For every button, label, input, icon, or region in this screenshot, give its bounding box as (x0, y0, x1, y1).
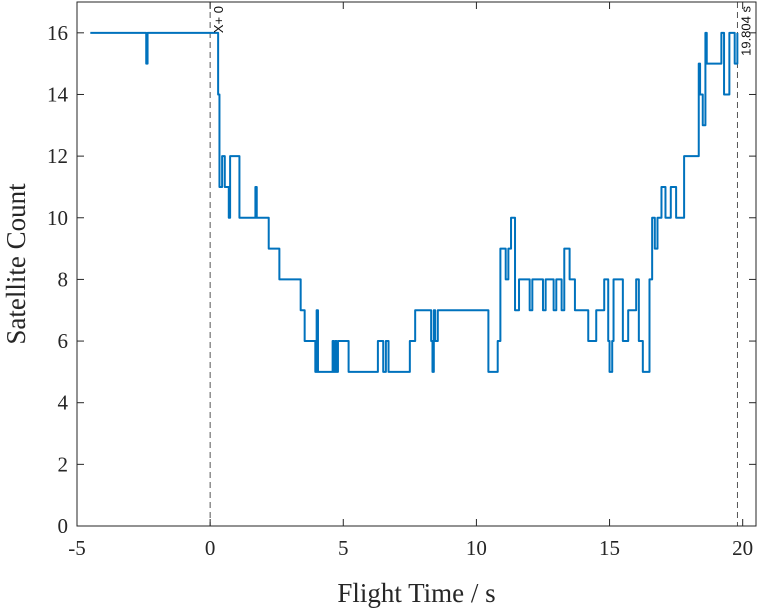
y-tick-label-5: 10 (47, 206, 68, 230)
y-axis-title: Satellite Count (1, 183, 31, 345)
annotation-label-1: 19.804 s (738, 6, 753, 56)
y-tick-label-0: 0 (58, 514, 69, 538)
annotation-label-0: X+ 0 (211, 6, 226, 33)
x-tick-label-0: -5 (68, 536, 86, 560)
plot-frame (76, 1, 757, 527)
axes-frame (76, 1, 757, 527)
x-tick-label-2: 5 (338, 536, 349, 560)
x-tick-label-5: 20 (732, 536, 753, 560)
y-tick-label-1: 2 (58, 452, 69, 476)
y-tick-label-6: 12 (47, 144, 68, 168)
series-line-0 (90, 31, 739, 373)
y-tick-label-3: 6 (58, 329, 69, 353)
x-axis-title: Flight Time / s (337, 578, 495, 608)
x-tick-label-4: 15 (599, 536, 620, 560)
y-tick-label-2: 4 (58, 391, 69, 415)
annotation-lines (209, 2, 738, 526)
y-tick-label-8: 16 (47, 21, 68, 45)
x-tick-label-3: 10 (466, 536, 487, 560)
y-tick-label-4: 8 (58, 267, 69, 291)
y-tick-label-7: 14 (47, 82, 69, 106)
plot-series (90, 31, 739, 373)
x-tick-label-1: 0 (205, 536, 216, 560)
annotation-labels: X+ 0 19.804 s (211, 6, 753, 56)
